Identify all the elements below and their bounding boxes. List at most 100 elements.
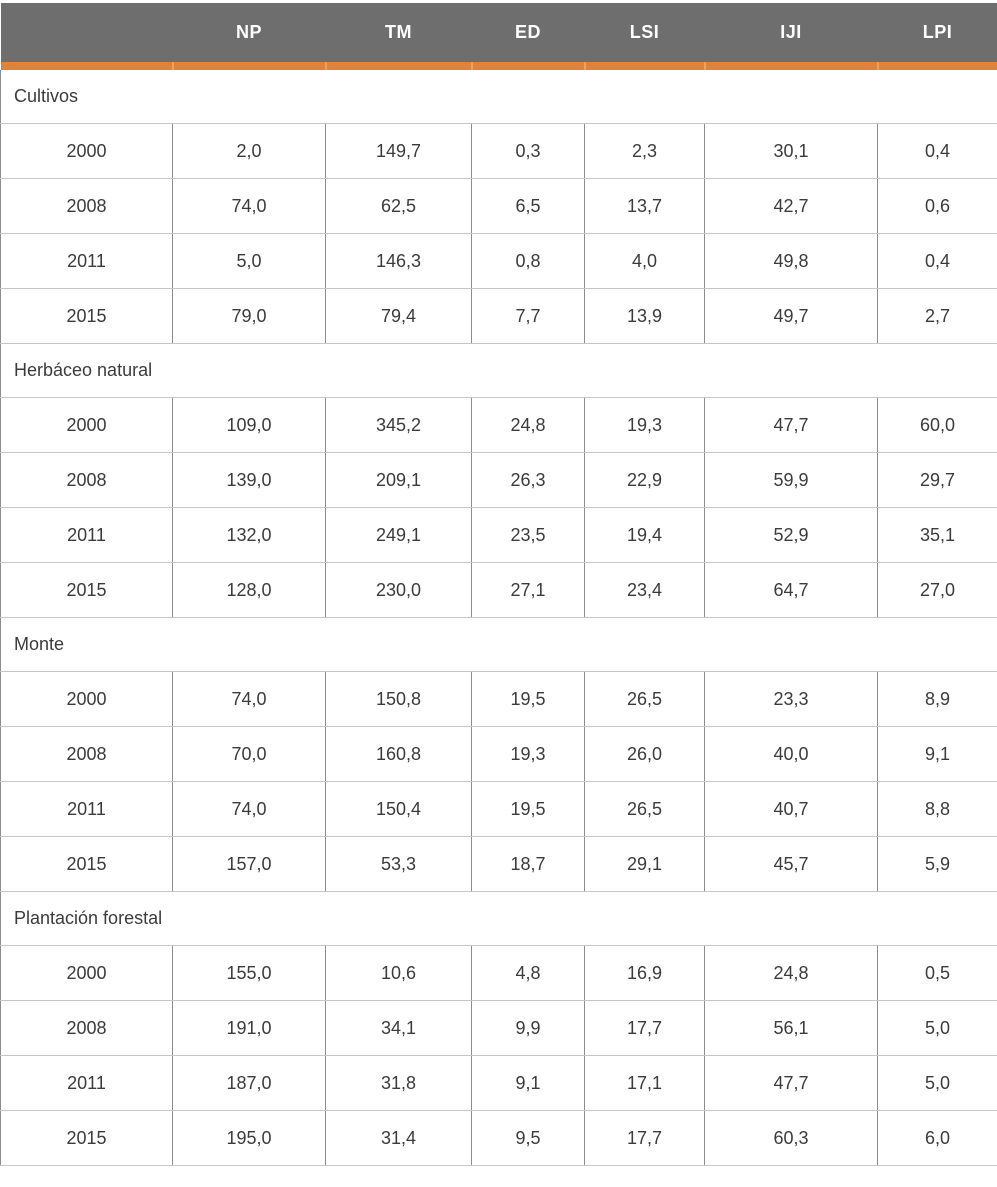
value-cell: 23,5	[471, 507, 585, 563]
year-cell: 2000	[0, 397, 173, 453]
value-cell: 19,4	[584, 507, 705, 563]
table-row: 2011 5,0 146,3 0,8 4,0 49,8 0,4	[0, 233, 997, 289]
section-label: Herbáceo natural	[0, 343, 997, 398]
value-cell: 17,7	[584, 1110, 705, 1166]
value-cell: 195,0	[172, 1110, 326, 1166]
accent-bar-segment	[583, 62, 705, 70]
value-cell: 52,9	[704, 507, 878, 563]
table-row: 2000 74,0 150,8 19,5 26,5 23,3 8,9	[0, 671, 997, 727]
value-cell: 17,7	[584, 1000, 705, 1056]
value-cell: 35,1	[877, 507, 997, 563]
section-label: Cultivos	[0, 70, 997, 124]
section-header-row: Plantación forestal	[0, 891, 997, 946]
value-cell: 29,7	[877, 452, 997, 508]
year-cell: 2008	[0, 1000, 173, 1056]
value-cell: 23,3	[704, 671, 878, 727]
value-cell: 40,7	[704, 781, 878, 837]
value-cell: 42,7	[704, 178, 878, 234]
value-cell: 230,0	[325, 562, 472, 618]
value-cell: 128,0	[172, 562, 326, 618]
table-row: 2015 79,0 79,4 7,7 13,9 49,7 2,7	[0, 288, 997, 344]
column-header-lpi: LPI	[877, 3, 997, 62]
column-header-np: NP	[172, 3, 326, 62]
value-cell: 9,1	[877, 726, 997, 782]
value-cell: 60,3	[704, 1110, 878, 1166]
column-header-ed: ED	[471, 3, 585, 62]
value-cell: 7,7	[471, 288, 585, 344]
section-label: Plantación forestal	[0, 891, 997, 946]
landscape-metrics-table: NP TM ED LSI IJI LPI Cultivos 2000 2,0 149,…	[0, 3, 997, 1166]
table-row: 2015 157,0 53,3 18,7 29,1 45,7 5,9	[0, 836, 997, 892]
value-cell: 47,7	[704, 397, 878, 453]
value-cell: 249,1	[325, 507, 472, 563]
table-row: 2015 128,0 230,0 27,1 23,4 64,7 27,0	[0, 562, 997, 618]
value-cell: 19,5	[471, 671, 585, 727]
value-cell: 6,0	[877, 1110, 997, 1166]
value-cell: 345,2	[325, 397, 472, 453]
column-header-empty	[0, 3, 173, 62]
value-cell: 155,0	[172, 945, 326, 1001]
value-cell: 150,8	[325, 671, 472, 727]
year-cell: 2015	[0, 836, 173, 892]
value-cell: 10,6	[325, 945, 472, 1001]
year-cell: 2011	[0, 507, 173, 563]
value-cell: 56,1	[704, 1000, 878, 1056]
value-cell: 0,4	[877, 123, 997, 179]
value-cell: 79,0	[172, 288, 326, 344]
value-cell: 26,0	[584, 726, 705, 782]
table-row: 2011 132,0 249,1 23,5 19,4 52,9 35,1	[0, 507, 997, 563]
value-cell: 9,1	[471, 1055, 585, 1111]
header-row: NP TM ED LSI IJI LPI	[0, 3, 997, 62]
value-cell: 146,3	[325, 233, 472, 289]
value-cell: 74,0	[172, 781, 326, 837]
column-header-tm: TM	[325, 3, 472, 62]
accent-bar-segment	[171, 62, 326, 70]
year-cell: 2015	[0, 288, 173, 344]
value-cell: 8,9	[877, 671, 997, 727]
value-cell: 132,0	[172, 507, 326, 563]
value-cell: 5,9	[877, 836, 997, 892]
value-cell: 26,5	[584, 671, 705, 727]
table-body: Cultivos 2000 2,0 149,7 0,3 2,3 30,1 0,4 2008 74,…	[0, 70, 997, 1166]
value-cell: 4,8	[471, 945, 585, 1001]
section-header-row: Monte	[0, 617, 997, 672]
table-row: 2008 74,0 62,5 6,5 13,7 42,7 0,6	[0, 178, 997, 234]
value-cell: 9,9	[471, 1000, 585, 1056]
value-cell: 24,8	[471, 397, 585, 453]
value-cell: 29,1	[584, 836, 705, 892]
accent-bar-segment	[876, 62, 997, 70]
value-cell: 13,9	[584, 288, 705, 344]
accent-bar-segment	[470, 62, 585, 70]
value-cell: 31,4	[325, 1110, 472, 1166]
value-cell: 64,7	[704, 562, 878, 618]
value-cell: 0,3	[471, 123, 585, 179]
value-cell: 60,0	[877, 397, 997, 453]
value-cell: 187,0	[172, 1055, 326, 1111]
year-cell: 2015	[0, 1110, 173, 1166]
value-cell: 17,1	[584, 1055, 705, 1111]
year-cell: 2011	[0, 1055, 173, 1111]
table-row: 2011 74,0 150,4 19,5 26,5 40,7 8,8	[0, 781, 997, 837]
value-cell: 70,0	[172, 726, 326, 782]
value-cell: 0,4	[877, 233, 997, 289]
year-cell: 2008	[0, 726, 173, 782]
value-cell: 16,9	[584, 945, 705, 1001]
table-row: 2008 191,0 34,1 9,9 17,7 56,1 5,0	[0, 1000, 997, 1056]
column-header-lsi: LSI	[584, 3, 705, 62]
value-cell: 59,9	[704, 452, 878, 508]
value-cell: 24,8	[704, 945, 878, 1001]
value-cell: 26,3	[471, 452, 585, 508]
table-row: 2000 109,0 345,2 24,8 19,3 47,7 60,0	[0, 397, 997, 453]
value-cell: 13,7	[584, 178, 705, 234]
table-row: 2008 139,0 209,1 26,3 22,9 59,9 29,7	[0, 452, 997, 508]
value-cell: 62,5	[325, 178, 472, 234]
value-cell: 31,8	[325, 1055, 472, 1111]
year-cell: 2000	[0, 671, 173, 727]
value-cell: 0,5	[877, 945, 997, 1001]
value-cell: 74,0	[172, 671, 326, 727]
value-cell: 45,7	[704, 836, 878, 892]
section-header-row: Herbáceo natural	[0, 343, 997, 398]
value-cell: 34,1	[325, 1000, 472, 1056]
value-cell: 19,5	[471, 781, 585, 837]
value-cell: 19,3	[584, 397, 705, 453]
